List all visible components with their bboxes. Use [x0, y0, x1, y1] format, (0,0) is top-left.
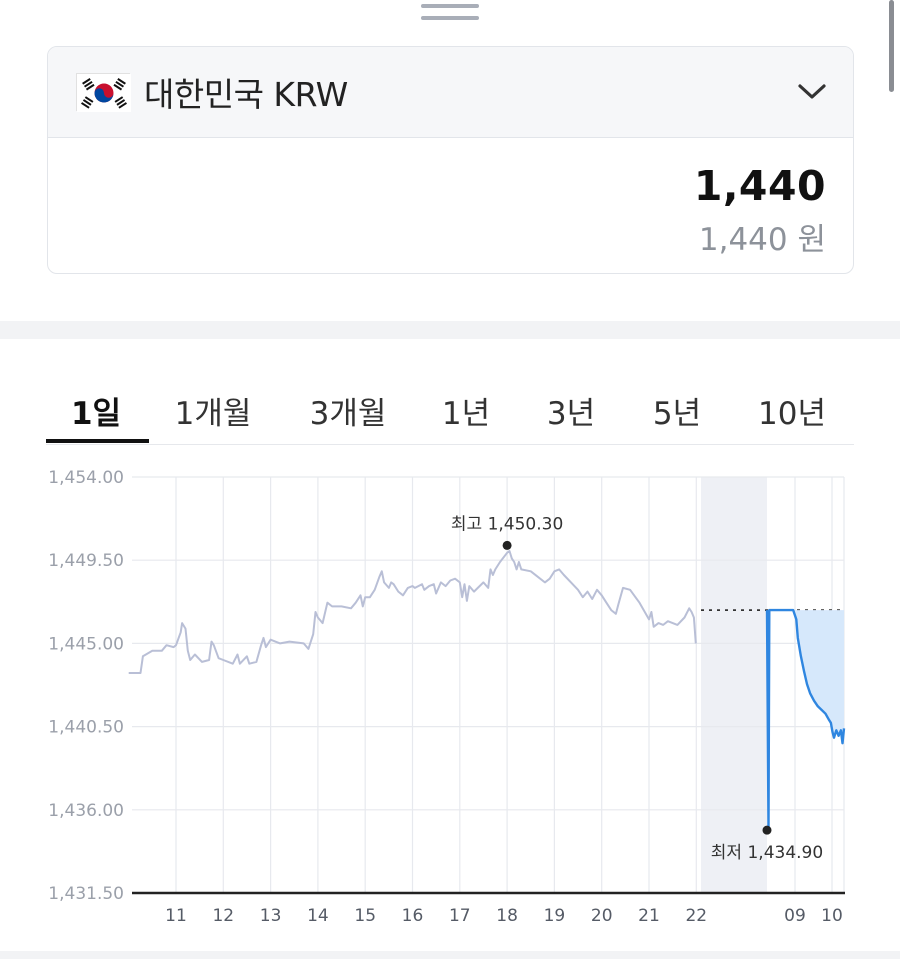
x-tick-label: 12 [212, 906, 234, 926]
x-tick-label: 14 [307, 906, 329, 926]
x-tick-label: 19 [544, 906, 566, 926]
y-tick-label: 1,445.00 [48, 634, 124, 654]
amount-in-words: 1,440 원 [698, 222, 826, 258]
scrollbar[interactable] [889, 0, 894, 92]
tab-3-years[interactable]: 3년 [546, 396, 596, 432]
y-tick-label: 1,454.00 [48, 468, 124, 488]
high-point-label: 최고 1,450.30 [451, 514, 563, 534]
currency-select[interactable]: 대한민국 KRW [48, 47, 853, 138]
tab-1-day[interactable]: 1일 [70, 396, 122, 432]
section-divider [0, 321, 900, 339]
tab-3-months[interactable]: 3개월 [309, 396, 387, 432]
bottom-divider [0, 951, 900, 959]
low-point-label: 최저 1,434.90 [711, 843, 823, 863]
chart-annotations: 최고 1,450.30 최저 1,434.90 [451, 514, 823, 863]
x-tick-label: 20 [591, 906, 613, 926]
history-rate-line [128, 550, 697, 674]
chart-series [128, 550, 846, 832]
period-tabs: 1일 1개월 3개월 1년 3년 5년 10년 [46, 370, 854, 445]
x-tick-label: 10 [821, 906, 843, 926]
sheet-drag-handle[interactable] [421, 4, 479, 28]
tab-1-month[interactable]: 1개월 [174, 396, 252, 432]
x-tick-label: 18 [496, 906, 518, 926]
tab-10-years[interactable]: 10년 [758, 396, 826, 432]
x-tick-label: 22 [685, 906, 707, 926]
x-tick-label: 11 [165, 906, 187, 926]
tab-5-years[interactable]: 5년 [652, 396, 702, 432]
amount-value: 1,440 [693, 162, 826, 210]
x-tick-label: 17 [449, 906, 471, 926]
active-tab-indicator [46, 439, 149, 443]
y-tick-label: 1,440.50 [48, 718, 124, 738]
y-tick-label: 1,436.00 [48, 801, 124, 821]
x-tick-label: 21 [638, 906, 660, 926]
x-axis: 11 12 13 14 15 16 17 18 19 20 21 22 09 10 [165, 906, 843, 926]
high-point-marker [502, 540, 512, 550]
chevron-down-icon [798, 84, 826, 99]
chart-gridlines [132, 476, 845, 893]
tab-1-year[interactable]: 1년 [441, 396, 491, 432]
south-korea-flag-icon [76, 73, 131, 112]
today-rate-line [765, 608, 846, 832]
today-drop-area [793, 610, 844, 744]
currency-name: 대한민국 KRW [144, 75, 348, 114]
drag-handle-bar [421, 16, 479, 20]
x-tick-label: 15 [354, 906, 376, 926]
currency-card: 대한민국 KRW 1,440 1,440 원 [47, 46, 854, 274]
low-point-marker [762, 825, 772, 835]
exchange-rate-chart[interactable]: 1,454.00 1,449.50 1,445.00 1,440.50 1,436.00… [0, 455, 900, 935]
market-closed-shading [701, 477, 767, 893]
x-tick-label: 09 [784, 906, 806, 926]
x-tick-label: 16 [402, 906, 424, 926]
x-tick-label: 13 [260, 906, 282, 926]
drag-handle-bar [421, 4, 479, 8]
y-tick-label: 1,431.50 [48, 884, 124, 904]
y-tick-label: 1,449.50 [48, 551, 124, 571]
amount-area[interactable]: 1,440 1,440 원 [48, 138, 853, 273]
y-axis: 1,454.00 1,449.50 1,445.00 1,440.50 1,436.00… [48, 468, 124, 904]
